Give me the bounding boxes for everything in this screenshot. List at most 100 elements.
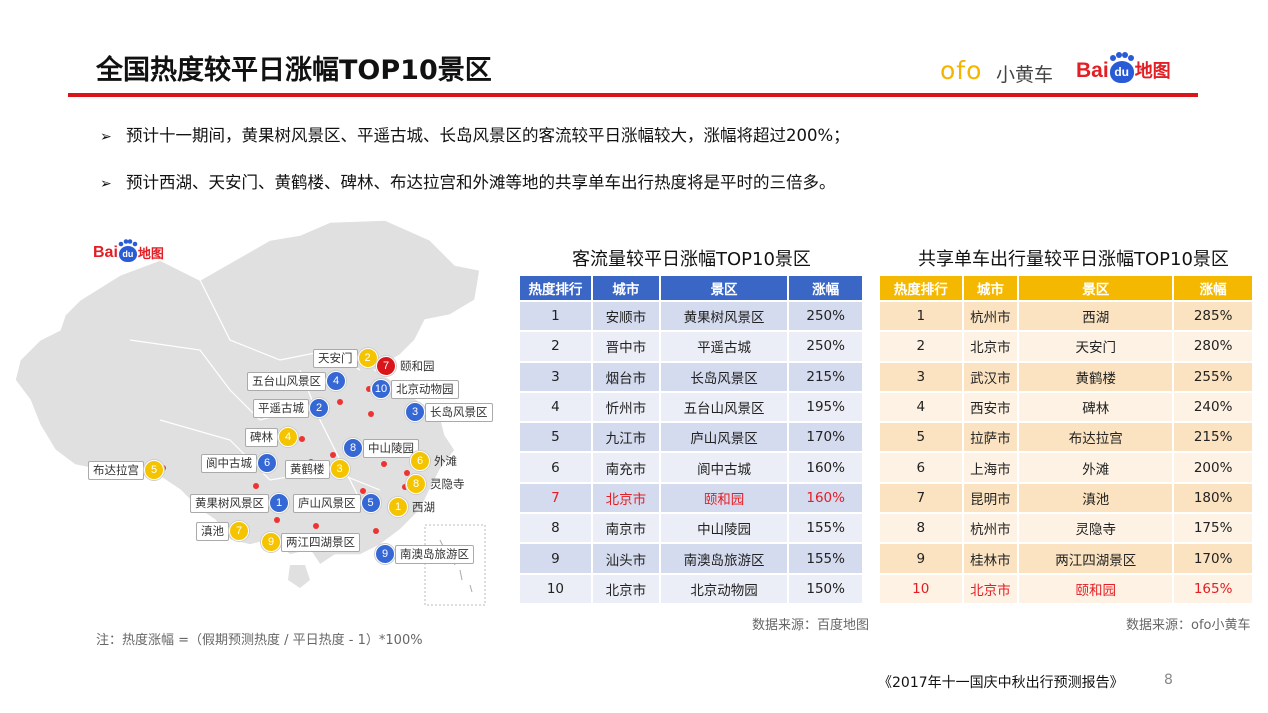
cell-growth: 150%: [789, 574, 862, 603]
map-label-text: 阆中古城: [201, 453, 257, 473]
map-label-text: 颐和园: [400, 358, 435, 373]
cell-rank: 6: [880, 453, 962, 482]
cell-rank: 2: [880, 332, 962, 361]
report-title-footer: 《2017年十一国庆中秋出行预测报告》: [878, 675, 1124, 691]
map-logo-map: 地图: [137, 247, 164, 262]
cell-growth: 215%: [789, 362, 862, 391]
bullet-2-text: 预计西湖、天安门、黄鹤楼、碑林、布达拉宫和外滩等地的共享单车出行热度将是平时的三…: [126, 173, 836, 192]
map-dot: [366, 386, 372, 392]
map-label-wutaishan: 五台山风景区 4: [247, 371, 346, 391]
cell-attraction: 颐和园: [1019, 574, 1173, 603]
map-label-number: 8: [343, 438, 363, 458]
cell-attraction: 阆中古城: [660, 453, 788, 482]
map-label-text: 黄鹤楼: [285, 459, 330, 479]
map-label-lushan: 庐山风景区 5: [293, 493, 381, 513]
cell-rank: 4: [880, 392, 962, 422]
map-label-text: 滇池: [196, 521, 229, 541]
table-row-highlighted: 7 北京市 颐和园 160%: [520, 483, 862, 513]
map-label-liangjiangsihu: 9 两江四湖景区: [261, 532, 360, 552]
map-label-text: 黄果树风景区: [190, 493, 269, 513]
map-dot: [381, 461, 387, 467]
cell-rank: 5: [520, 423, 591, 452]
map-label-waitan: 6 外滩: [410, 451, 461, 471]
map-label-huangguoshu: 黄果树风景区 1: [190, 493, 289, 513]
table-row: 2 北京市 天安门 280%: [880, 332, 1252, 361]
map-label-text: 北京动物园: [391, 379, 459, 399]
table1-title: 客流量较平日涨幅TOP10景区: [572, 249, 811, 270]
cell-attraction: 外滩: [1019, 453, 1173, 482]
map-dot: [402, 484, 408, 490]
map-label-number: 1: [388, 497, 408, 517]
map-label-number: 2: [357, 348, 378, 368]
map-label-text: 外滩: [434, 453, 457, 468]
map-dot: [299, 436, 305, 442]
map-label-number: 4: [326, 371, 346, 391]
map-logo-du: du: [122, 249, 134, 259]
map-dot: [337, 399, 343, 405]
table-row: 6 南充市 阆中古城 160%: [520, 453, 862, 482]
map-label-langzhong: 阆中古城 6: [201, 453, 277, 473]
baidu-logo-du: du: [1114, 65, 1130, 79]
cell-city: 安顺市: [592, 302, 659, 331]
cell-city: 西安市: [963, 392, 1018, 422]
map-dot: [313, 523, 319, 529]
page-number: 8: [1164, 672, 1173, 688]
map-label-number: 3: [329, 459, 350, 479]
cell-city: 南京市: [592, 514, 659, 543]
map-label-lingyinsi: 8 灵隐寺: [406, 474, 469, 494]
cell-city: 忻州市: [592, 392, 659, 422]
map-label-text: 西湖: [412, 499, 435, 514]
cell-attraction: 长岛风景区: [660, 362, 788, 391]
cell-growth: 255%: [1174, 362, 1252, 391]
cell-city: 北京市: [592, 483, 659, 513]
map-label-number: 6: [257, 453, 277, 473]
table-header-row: 热度排行 城市 景区 涨幅: [880, 276, 1252, 300]
table-row-highlighted: 10 北京市 颐和园 165%: [880, 574, 1252, 603]
map-label-xihu: 1 西湖: [388, 497, 439, 517]
map-label-number: 4: [278, 427, 298, 447]
map-label-text: 南澳岛旅游区: [395, 544, 474, 564]
map-label-text: 布达拉宫: [88, 460, 144, 480]
cell-attraction: 庐山风景区: [660, 423, 788, 452]
cell-attraction: 五台山风景区: [660, 392, 788, 422]
table1-source: 数据来源：百度地图: [752, 618, 870, 633]
cell-rank: 4: [520, 392, 591, 422]
table-row: 8 杭州市 灵隐寺 175%: [880, 514, 1252, 543]
baidu-map-logo: Bai du 地图: [1076, 52, 1171, 83]
cell-attraction: 南澳岛旅游区: [660, 544, 788, 573]
map-label-text: 平遥古城: [253, 398, 309, 418]
map-label-yiheyuan: 7 颐和园: [376, 356, 439, 376]
hainan-island-shape: [288, 565, 310, 588]
province-border-line: [299, 369, 361, 501]
paw-toes-icon: [1109, 52, 1134, 61]
bullet-1-text: 预计十一期间，黄果树风景区、平遥古城、长岛风景区的客流较平日涨幅较大，涨幅将超过…: [126, 126, 850, 145]
baidu-paw-icon: du: [1109, 52, 1134, 83]
cell-growth: 285%: [1174, 302, 1252, 331]
map-label-number: 10: [371, 379, 391, 399]
map-label-zhongshanling: 8 中山陵园: [343, 438, 419, 458]
cell-growth: 170%: [789, 423, 862, 452]
map-label-number: 8: [406, 474, 426, 494]
table-row: 5 九江市 庐山风景区 170%: [520, 423, 862, 452]
map-label-beijing-zoo: 10 北京动物园: [371, 379, 459, 399]
map-label-pingyao: 平遥古城 2: [253, 398, 329, 418]
cell-city: 北京市: [963, 574, 1018, 603]
table-header-row: 热度排行 城市 景区 涨幅: [520, 276, 862, 300]
cell-attraction: 黄果树风景区: [660, 302, 788, 331]
cell-rank: 10: [880, 574, 962, 603]
map-label-text: 天安门: [313, 348, 358, 368]
cell-growth: 180%: [1174, 483, 1252, 513]
cell-growth: 155%: [789, 544, 862, 573]
cell-rank: 7: [520, 483, 591, 513]
cell-rank: 8: [520, 514, 591, 543]
cell-growth: 250%: [789, 332, 862, 361]
map-dot: [360, 488, 366, 494]
map-label-number: 9: [261, 532, 281, 552]
cell-city: 杭州市: [963, 514, 1018, 543]
map-dot: [373, 528, 379, 534]
bullet-arrow-icon: ➢: [100, 129, 112, 145]
map-label-text: 长岛风景区: [425, 402, 493, 422]
cell-growth: 160%: [789, 453, 862, 482]
cell-rank: 1: [520, 302, 591, 331]
baidu-logo-bai: Bai: [1076, 59, 1109, 82]
